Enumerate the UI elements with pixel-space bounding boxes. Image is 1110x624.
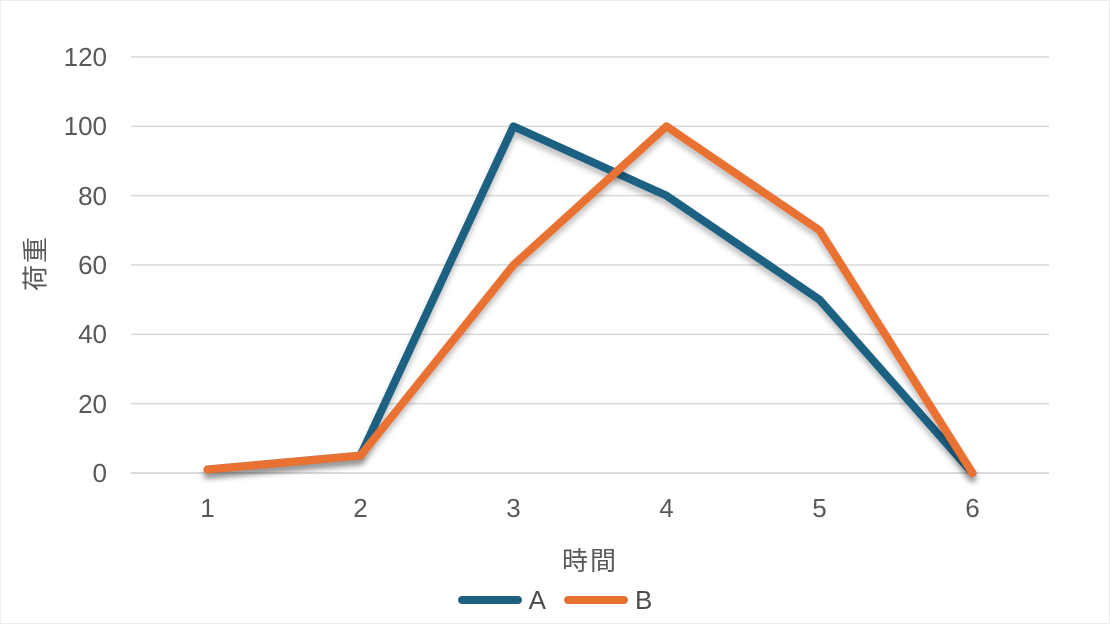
x-tick-label: 6	[965, 493, 980, 523]
x-tick-label: 5	[812, 493, 827, 523]
x-axis-title: 時間	[561, 546, 618, 576]
y-tick-label: 20	[78, 388, 107, 419]
legend-item-A: A	[457, 584, 546, 616]
y-tick-label: 100	[63, 111, 107, 142]
legend-item-B: B	[564, 585, 652, 616]
legend-line-sample-B	[564, 596, 628, 604]
x-tick-label: 2	[353, 493, 368, 523]
y-tick-label: 0	[92, 458, 107, 488]
legend-label: B	[635, 584, 653, 615]
x-tick-label: 1	[200, 493, 215, 523]
plot-area	[131, 56, 1049, 477]
y-tick-label: 80	[78, 180, 107, 211]
legend-label: A	[528, 584, 546, 615]
series-lines	[203, 122, 977, 477]
series-line-A	[203, 122, 977, 477]
legend-line-sample-A	[457, 596, 522, 604]
y-tick-label: 120	[63, 42, 107, 72]
series-line-B	[203, 122, 977, 477]
y-tick-label: 60	[78, 250, 107, 280]
x-tick-label: 3	[506, 493, 521, 523]
gridlines	[131, 56, 1049, 474]
x-tick-label: 4	[659, 493, 674, 523]
y-tick-label: 40	[78, 319, 107, 350]
